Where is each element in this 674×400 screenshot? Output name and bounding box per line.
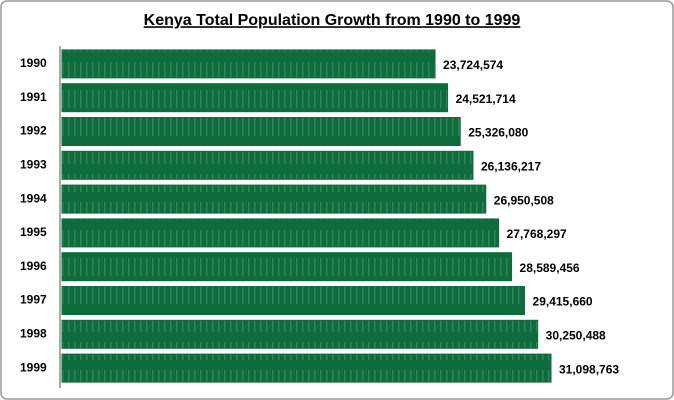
bar — [61, 150, 474, 180]
value-label: 29,415,660 — [533, 295, 593, 309]
value-label: 28,589,456 — [520, 261, 580, 275]
bar — [61, 83, 449, 113]
bar — [61, 117, 461, 146]
y-tick-label: 1993 — [20, 157, 47, 171]
bar — [61, 286, 526, 315]
y-tick-label: 1991 — [20, 90, 47, 104]
bar — [61, 353, 552, 383]
value-label: 24,521,714 — [456, 92, 516, 106]
bar — [61, 218, 500, 248]
bar — [61, 319, 539, 349]
value-label: 27,768,297 — [507, 227, 567, 241]
value-label: 25,326,080 — [468, 126, 528, 140]
chart-title: Kenya Total Population Growth from 1990 … — [144, 12, 521, 29]
value-label: 26,950,508 — [494, 193, 554, 207]
value-label: 23,724,574 — [443, 58, 503, 72]
y-tick-label: 1995 — [20, 225, 47, 239]
bar — [61, 252, 513, 282]
bar — [61, 49, 436, 79]
value-label: 31,098,763 — [559, 362, 619, 376]
value-label: 26,136,217 — [481, 159, 541, 173]
y-tick-label: 1997 — [20, 293, 47, 307]
y-tick-label: 1994 — [20, 191, 47, 205]
y-tick-label: 1999 — [20, 360, 47, 374]
y-tick-label: 1992 — [20, 124, 47, 138]
value-label: 30,250,488 — [546, 328, 606, 342]
y-tick-label: 1990 — [20, 56, 47, 70]
y-tick-label: 1998 — [20, 326, 47, 340]
y-tick-label: 1996 — [20, 259, 47, 273]
bar — [61, 184, 487, 214]
